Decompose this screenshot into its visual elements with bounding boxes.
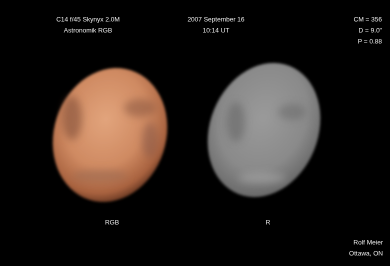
equipment-line: Astronomik RGB [64, 28, 112, 35]
param-line: P = 0.88 [358, 39, 383, 46]
param-line: D = 9.0" [359, 28, 383, 35]
date-line: 10:14 UT [203, 28, 230, 35]
date-line: 2007 September 16 [187, 17, 244, 24]
mars-image: C14 f/45 Skynyx 2.0M Astronomik RGB 2007… [0, 0, 390, 266]
image-label: R [266, 220, 271, 227]
credit-line: Rolf Meier [353, 240, 383, 247]
equipment-line: C14 f/45 Skynyx 2.0M [56, 17, 120, 24]
credit-line: Ottawa, ON [349, 251, 383, 258]
param-line: CM = 356 [354, 17, 383, 24]
image-label: RGB [105, 220, 119, 227]
